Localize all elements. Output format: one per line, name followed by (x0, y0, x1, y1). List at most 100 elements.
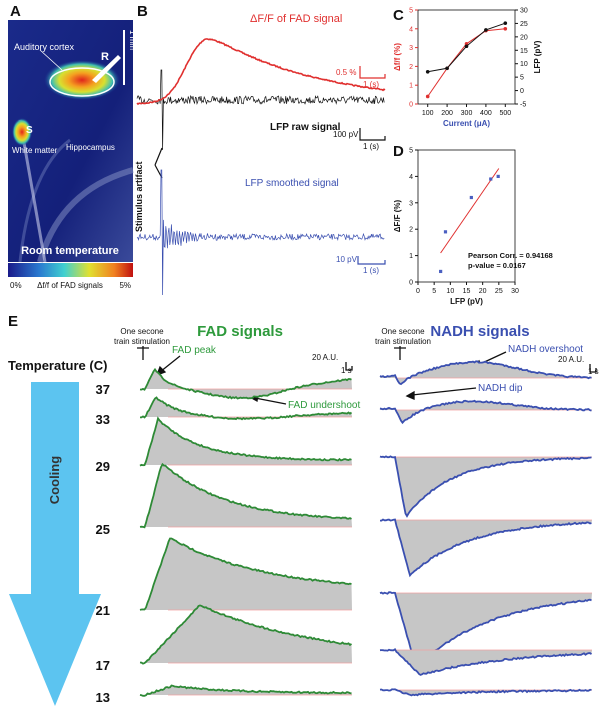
y2-axis-title: LFP (pV) (533, 40, 542, 73)
trace (139, 462, 352, 529)
trace-fill (140, 418, 352, 466)
x-tick-label: 200 (441, 110, 453, 117)
arrow-label: Cooling (47, 456, 62, 504)
label: S (26, 125, 33, 136)
lfp-raw-trace (136, 69, 385, 151)
scale-label: 1 (s) (363, 266, 379, 275)
y2-tick-label: 15 (520, 48, 528, 55)
point (464, 44, 469, 49)
trace (379, 648, 593, 676)
trace (140, 396, 353, 421)
y-tick-label: 0 (409, 280, 413, 287)
label: Hippocampus (66, 143, 115, 152)
annotation: p-value = 0.0167 (468, 261, 526, 270)
colorbar-label: 5% (119, 281, 131, 290)
trace-fill (380, 456, 592, 517)
scale-label: 1 (s) (363, 142, 379, 151)
point (445, 66, 449, 71)
y-tick-label: 2 (409, 64, 413, 71)
y-tick-label: 5 (409, 148, 413, 155)
label: R (101, 51, 109, 63)
y-axis-title: Δf/f (%) (393, 43, 402, 71)
scale-label: 1 s (341, 366, 352, 375)
point (439, 269, 443, 274)
scale-label: 20 A.U. (558, 355, 584, 364)
trace (139, 416, 352, 467)
trace-fill (140, 369, 352, 399)
cooling-arrow (9, 382, 101, 706)
lfp-smoothed-trace (136, 169, 385, 296)
temperature-label: 17 (96, 658, 110, 673)
colorbar-label: Δf/f of FAD signals (37, 281, 103, 290)
x-tick-label: 25 (495, 288, 503, 295)
trace-title: NADH signals (430, 323, 529, 340)
trace-fill (140, 538, 352, 610)
point (496, 174, 500, 178)
y2-tick-label: -5 (520, 102, 526, 109)
point (443, 230, 448, 234)
y-tick-label: 3 (409, 45, 413, 52)
panel-label: B (137, 3, 148, 20)
scale-label: 10 pV (336, 255, 358, 264)
trace-fill (380, 361, 592, 385)
trace-title: ΔF/F of FAD signal (250, 13, 342, 25)
point (484, 28, 488, 32)
x-tick-label: 15 (463, 288, 471, 295)
scale-bar (154, 66, 386, 265)
x-tick-label: 20 (479, 288, 487, 295)
annotation: NADH overshoot (508, 344, 583, 355)
temperature-label: 21 (96, 603, 110, 618)
annotation: train stimulation (114, 337, 170, 346)
x-tick-label: 100 (422, 110, 434, 117)
trace-title: LFP raw signal (270, 122, 341, 133)
trace-fill (140, 685, 352, 696)
y-tick-label: 1 (409, 83, 413, 90)
y-tick-label: 2 (409, 227, 413, 234)
axis-title: Temperature (C) (8, 358, 107, 373)
label: White matter (12, 146, 58, 155)
temperature-label: 29 (96, 459, 110, 474)
point (503, 27, 508, 31)
brain-image (8, 20, 134, 263)
trace (380, 518, 592, 578)
trace (139, 604, 352, 665)
x-tick-label: 0 (416, 288, 420, 295)
annotation: FAD undershoot (288, 400, 360, 411)
y2-tick-label: 30 (520, 8, 528, 15)
colorbar-label: 0% (10, 281, 22, 290)
y-axis-title: ΔF/F (%) (393, 199, 402, 232)
point (503, 21, 508, 25)
scale-label: 0.5 % (336, 68, 356, 77)
panel-label: E (8, 313, 18, 330)
scale-label: 100 pV (333, 130, 359, 139)
trace (379, 399, 592, 425)
label: Auditory cortex (14, 42, 75, 52)
x-tick-label: 500 (499, 110, 511, 117)
point (425, 69, 430, 74)
y-tick-label: 4 (409, 174, 413, 181)
y-tick-label: 4 (409, 26, 413, 33)
trace-fill (140, 464, 352, 528)
trendline (440, 168, 500, 254)
colorbar (8, 263, 133, 277)
series-line (427, 28, 506, 97)
panel-label: D (393, 143, 404, 160)
y-tick-label: 3 (409, 200, 413, 207)
annotation: One secone (381, 327, 425, 336)
trace-fill (380, 519, 592, 576)
temperature-label: 33 (96, 412, 110, 427)
trace-title: FAD signals (197, 323, 283, 340)
y2-tick-label: 0 (520, 88, 524, 95)
annotation: One secone (120, 327, 164, 336)
temperature-label: 25 (96, 522, 110, 537)
trace (379, 455, 592, 518)
x-tick-label: 30 (511, 288, 519, 295)
x-tick-label: 300 (461, 110, 473, 117)
panel-label: C (393, 7, 404, 24)
annotation: Pearson Corr. = 0.94168 (468, 251, 553, 260)
x-tick-label: 5 (432, 288, 436, 295)
trace (139, 684, 352, 697)
y2-tick-label: 10 (520, 61, 528, 68)
trace-fill (380, 592, 592, 668)
